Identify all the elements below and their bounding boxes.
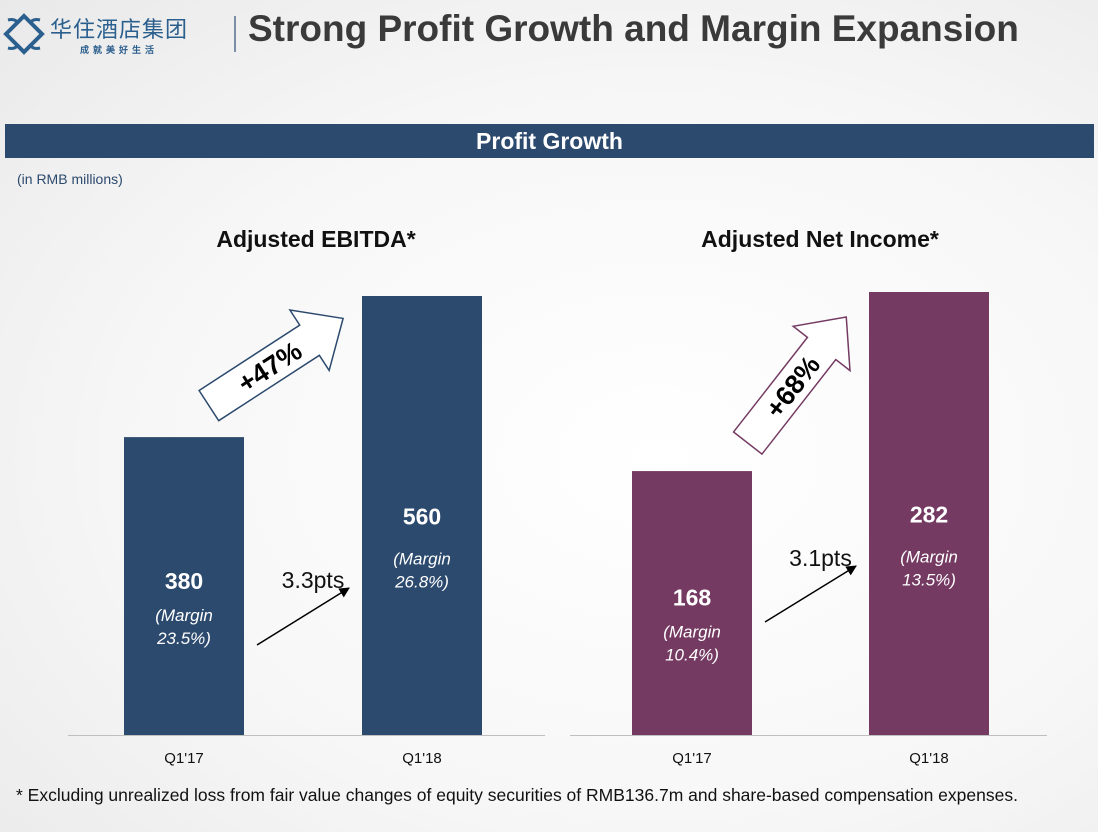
x-tick-label: Q1'17 — [164, 750, 204, 767]
section-banner: Profit Growth — [5, 124, 1094, 158]
x-tick-label: Q1'18 — [909, 750, 949, 767]
margin-change-arrow — [256, 587, 350, 646]
value-label: 380 — [165, 568, 203, 594]
bar-ebitda-1 — [362, 296, 482, 735]
margin-change-label: 3.1pts — [789, 545, 852, 571]
margin-label: 23.5%) — [156, 629, 211, 648]
logo-tagline: 成就美好生活 — [80, 46, 159, 56]
margin-label: 10.4%) — [665, 646, 719, 665]
footnote: * Excluding unrealized loss from fair va… — [16, 785, 1018, 805]
margin-label: (Margin — [393, 549, 451, 568]
value-label: 282 — [910, 501, 948, 527]
header-divider — [234, 16, 236, 52]
bar-net-income-1 — [869, 292, 989, 735]
growth-arrow: +68% — [732, 316, 851, 456]
margin-change-label: 3.3pts — [282, 567, 345, 593]
margin-label: 13.5%) — [902, 570, 956, 589]
growth-arrow-shape — [198, 309, 345, 422]
page-title: Strong Profit Growth and Margin Expansio… — [248, 8, 1019, 49]
section-banner-label: Profit Growth — [476, 128, 623, 154]
margin-change-arrow — [764, 565, 857, 623]
value-label: 168 — [673, 585, 712, 611]
growth-arrow-shape — [732, 316, 851, 456]
margin-label: 26.8%) — [394, 572, 449, 591]
margin-label: (Margin — [155, 606, 213, 625]
units-note: (in RMB millions) — [17, 171, 123, 187]
logo-mark-icon — [3, 13, 45, 55]
bar-net-income-0 — [632, 471, 752, 735]
x-tick-label: Q1'18 — [402, 750, 442, 767]
x-tick-label: Q1'17 — [672, 750, 712, 767]
margin-label: (Margin — [663, 623, 721, 642]
company-logo: 华住酒店集团 成就美好生活 — [0, 8, 235, 58]
margin-label: (Margin — [900, 547, 958, 566]
growth-arrow: +47% — [198, 309, 345, 422]
value-label: 560 — [403, 503, 441, 529]
logo-name: 华住酒店集团 — [50, 18, 189, 43]
chart-title-ebitda: Adjusted EBITDA* — [216, 226, 416, 252]
bar-ebitda-0 — [124, 437, 244, 735]
chart-title-net-income: Adjusted Net Income* — [701, 226, 939, 252]
